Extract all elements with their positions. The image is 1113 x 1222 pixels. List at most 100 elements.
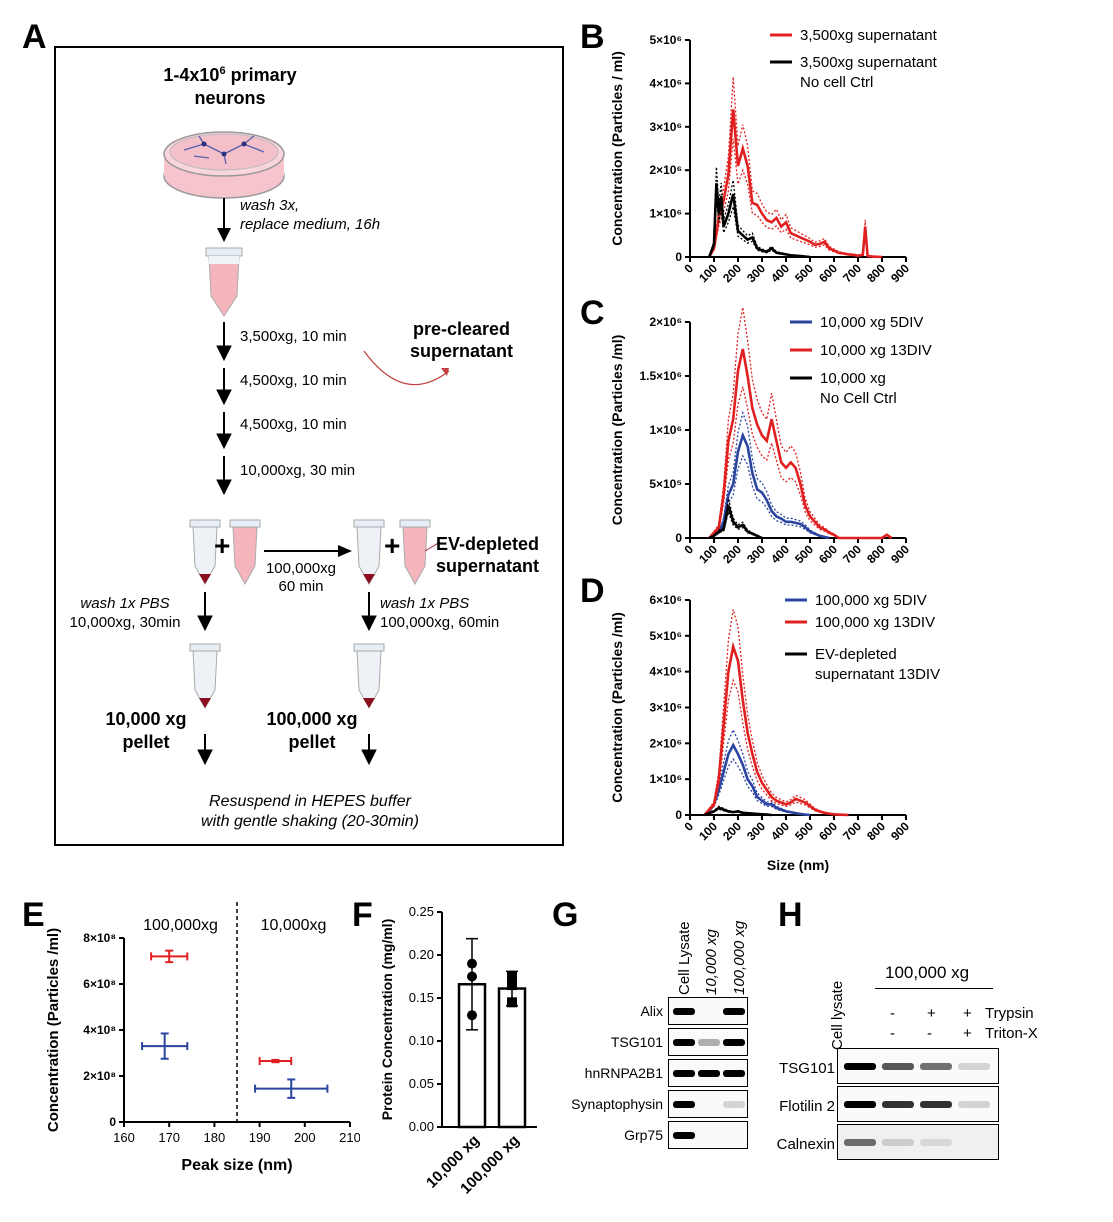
- trypsin-sign: +: [963, 1005, 972, 1022]
- x-tick-label: 100: [696, 542, 720, 566]
- tritonx-sign: -: [927, 1025, 932, 1042]
- panel-label-g: G: [552, 896, 579, 934]
- spin-step-4: 10,000xg, 30 min: [240, 462, 356, 479]
- panel-label-c: C: [580, 294, 605, 332]
- y-tick-label: 4×10⁸: [83, 1023, 116, 1037]
- tritonx-label: Triton-X: [985, 1025, 1038, 1042]
- x-tick-label: 900: [888, 542, 912, 566]
- x-tick-label: 100: [696, 819, 720, 843]
- blot-row-label: Synaptophysin: [571, 1096, 663, 1112]
- tube-icon: [205, 247, 243, 317]
- x-tick-label: 400: [768, 819, 792, 843]
- blot-row-label: Calnexin: [776, 1136, 835, 1153]
- plus-sign: +: [384, 530, 401, 561]
- group-label: 100,000 xg: [885, 963, 970, 982]
- ev-depleted-label: EV-depleted supernatant: [436, 534, 540, 576]
- panel-label-e: E: [22, 896, 45, 934]
- spin-step-2: 4,500xg, 10 min: [240, 372, 347, 389]
- x-tick-label: 0: [681, 819, 696, 834]
- plus-sign: +: [214, 530, 231, 561]
- x-tick-label: 300: [744, 819, 768, 843]
- y-tick-label: 6×10⁸: [83, 977, 116, 991]
- x-tick-label: 190: [249, 1130, 271, 1145]
- blot-band: [723, 1070, 745, 1077]
- chart-e: 0 2×10⁸ 4×10⁸ 6×10⁸ 8×10⁸ 160 170 180 190 200 210 1…: [45, 902, 360, 1174]
- series-upper-bound: [708, 76, 883, 258]
- blot-strip: [837, 1124, 999, 1160]
- lane-label: Cell Lysate: [676, 921, 693, 995]
- data-point: [467, 958, 477, 969]
- x-tick-label: 300: [744, 542, 768, 566]
- y-tick-label: 4×10⁶: [649, 665, 682, 679]
- y-tick-label: 5×10⁵: [649, 477, 682, 491]
- series-line-0: [708, 431, 830, 540]
- x-tick-label: 800: [864, 542, 888, 566]
- tube-supernatant-icon: [229, 519, 261, 586]
- x-tick-label: 200: [720, 261, 744, 285]
- x-tick-label: 300: [744, 261, 768, 285]
- blot-strip: [668, 997, 748, 1025]
- series-upper-bound: [708, 410, 830, 539]
- y-tick-label: 1×10⁶: [649, 207, 682, 221]
- blot-band: [844, 1101, 876, 1108]
- legend-label: 10,000 xg No Cell Ctrl: [820, 370, 897, 407]
- tube-pellet-icon: [189, 519, 221, 586]
- panel-label-f: F: [352, 896, 373, 934]
- chart-f: 0.00 0.05 0.10 0.15 0.20 0.25 Protein Concentr…: [379, 904, 537, 1198]
- trypsin-label: Trypsin: [985, 1005, 1034, 1022]
- western-blot-h: Cell lysate 100,000 xg - + + - - + Trypsin Triton…: [775, 905, 1110, 1165]
- y-tick-label: 1×10⁶: [649, 423, 682, 437]
- y-tick-label: 5×10⁶: [649, 33, 682, 47]
- group-underline: [875, 988, 993, 989]
- x-tick-label: 400: [768, 542, 792, 566]
- blot-band: [844, 1063, 876, 1070]
- y-tick-label: 2×10⁶: [649, 163, 682, 177]
- blot-band: [673, 1101, 695, 1108]
- ultracentrifuge-label: 100,000xg 60 min: [265, 560, 337, 595]
- blot-band: [882, 1101, 914, 1108]
- y-axis-label: Protein Concentration (mg/ml): [379, 919, 395, 1120]
- blot-band: [958, 1063, 990, 1070]
- y-axis-label: Concentration (Particles /ml): [45, 928, 62, 1132]
- y-tick-label: 2×10⁶: [649, 315, 682, 329]
- blot-strip: [668, 1090, 748, 1118]
- data-point: [507, 980, 517, 991]
- y-tick-label: 0: [675, 808, 682, 822]
- y-axis-label: Concentration (Particles / ml): [609, 51, 625, 245]
- wash-step-label: wash 3x, replace medium, 16h: [240, 197, 381, 233]
- lane-label-cell-lysate: Cell lysate: [829, 980, 846, 1050]
- bar-1: [497, 987, 527, 1129]
- wash-right-label: wash 1x PBS 100,000xg, 60min: [380, 595, 500, 631]
- data-point: [467, 1010, 477, 1021]
- blot-band: [958, 1101, 990, 1108]
- x-tick-label: 200: [720, 819, 744, 843]
- x-tick-label: 0: [681, 542, 696, 557]
- x-tick-label: 800: [864, 261, 888, 285]
- series-lower-bound: [708, 386, 892, 539]
- blot-row-label: Flotilin 2: [779, 1098, 835, 1115]
- legend-label: 100,000 xg 5DIV: [815, 592, 927, 609]
- trypsin-sign: -: [890, 1005, 895, 1022]
- x-tick-label: 100: [696, 261, 720, 285]
- x-tick-label: 900: [888, 261, 912, 285]
- blot-band: [920, 1063, 952, 1070]
- blot-strip: [668, 1059, 748, 1087]
- y-tick-label: 0: [675, 531, 682, 545]
- spin-step-1: 3,500xg, 10 min: [240, 328, 347, 345]
- panel-label-b: B: [580, 18, 605, 56]
- blot-band: [673, 1132, 695, 1139]
- y-tick-label: 3×10⁶: [649, 701, 682, 715]
- x-tick-label: 900: [888, 819, 912, 843]
- y-tick-label: 0.15: [409, 990, 434, 1005]
- tube-ev-depleted-icon: [399, 519, 441, 586]
- x-tick-label: 700: [840, 819, 864, 843]
- data-point-red: [258, 1057, 293, 1066]
- group-label-100000xg: 100,000xg: [143, 917, 218, 934]
- blot-band: [723, 1101, 745, 1108]
- blot-band: [844, 1139, 876, 1146]
- data-point: [507, 971, 517, 982]
- group-label-10000xg: 10,000xg: [261, 917, 327, 934]
- lane-label: 10,000 xg: [703, 929, 720, 995]
- x-tick-label: 700: [840, 261, 864, 285]
